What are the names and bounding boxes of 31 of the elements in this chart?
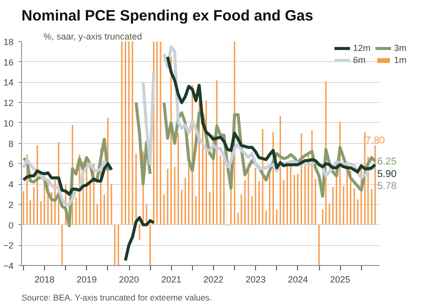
data-label: 5.90 xyxy=(377,168,398,180)
legend-label: 6m xyxy=(353,55,367,65)
x-tick-label: 2024 xyxy=(288,274,308,284)
y-tick-label: 18 xyxy=(3,37,14,47)
legend-label: 12m xyxy=(353,43,372,53)
y-tick-label: 4 xyxy=(8,180,14,190)
y-tick-label: −2 xyxy=(3,240,14,251)
data-label: 6.25 xyxy=(377,156,398,168)
x-tick-label: 2021 xyxy=(161,274,182,284)
data-label: 7.80 xyxy=(365,135,386,146)
x-tick-label: 2023 xyxy=(246,274,266,284)
y-tick-label: 6 xyxy=(8,159,14,170)
chart-subtitle: %, saar, y-axis truncated xyxy=(44,32,142,42)
y-tick-label: 10 xyxy=(3,118,14,128)
x-tick-label: 2018 xyxy=(34,274,55,284)
y-tick-label: −4 xyxy=(3,261,14,271)
y-tick-label: 0 xyxy=(8,220,14,230)
y-tick-label: 2 xyxy=(8,200,14,210)
y-tick-label: 16 xyxy=(3,57,14,68)
x-tick-label: 2020 xyxy=(118,274,140,284)
legend-label: 1m xyxy=(394,55,408,65)
chart-title: Nominal PCE Spending ex Food and Gas xyxy=(22,8,314,24)
legend-label: 3m xyxy=(394,43,408,53)
source-note: Source: BEA. Y-axis truncated for exteeme values. xyxy=(22,292,212,302)
data-label: 5.78 xyxy=(377,181,398,192)
y-tick-label: 14 xyxy=(3,78,14,88)
x-tick-label: 2019 xyxy=(76,274,97,284)
x-tick-label: 2025 xyxy=(330,274,350,284)
y-tick-label: 8 xyxy=(8,138,14,149)
x-tick-label: 2022 xyxy=(203,274,224,284)
y-tick-label: 12 xyxy=(3,98,14,108)
